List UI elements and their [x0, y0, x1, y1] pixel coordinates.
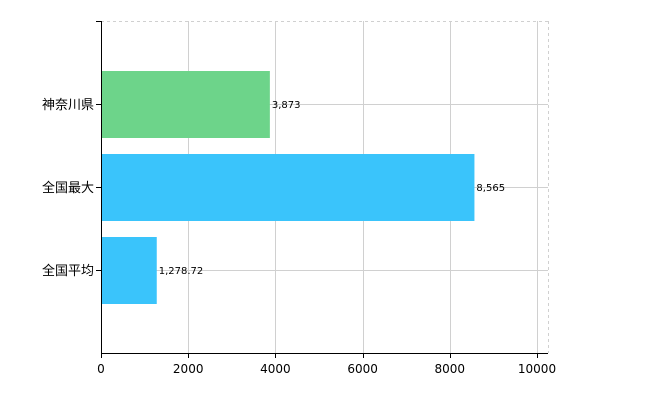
y-tick-label-2: 全国最大 [42, 180, 94, 196]
data-label-2: 8,565 [476, 183, 505, 194]
chart-axes [96, 21, 548, 358]
y-tick-label-1: 神奈川県 [42, 98, 94, 113]
chart-bars [102, 71, 475, 304]
data-label-1: 3,873 [272, 100, 301, 111]
bar-2 [102, 154, 475, 221]
x-tick-label-10000: 10000 [518, 362, 556, 376]
bar-1 [102, 71, 270, 138]
data-label-3: 1,278.72 [159, 266, 204, 277]
x-tick-label-6000: 6000 [347, 362, 378, 376]
x-tick-label-8000: 8000 [435, 362, 466, 376]
bar-3 [102, 237, 157, 304]
x-tick-label-4000: 4000 [260, 362, 291, 376]
y-tick-label-3: 全国平均 [42, 263, 94, 279]
x-tick-label-0: 0 [97, 362, 105, 376]
chart-labels: 3,873 神奈川県 8,565 全国最大 1,278.72 全国平均 0 2000 4000 6… [42, 98, 556, 376]
x-tick-label-2000: 2000 [173, 362, 204, 376]
